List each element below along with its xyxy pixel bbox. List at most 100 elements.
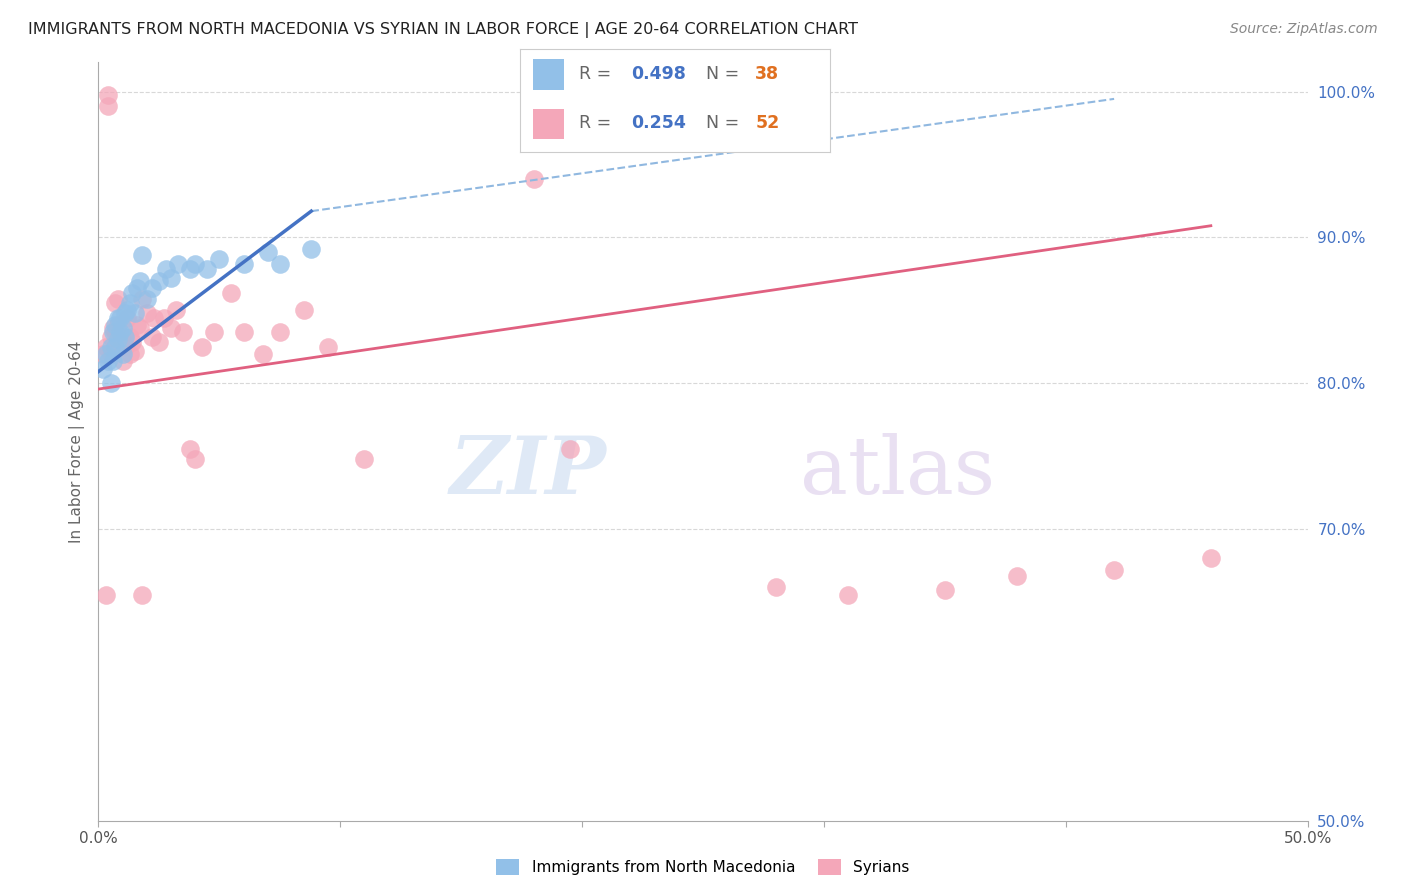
Point [1199,551,1222,566]
Point [1102,563,1125,577]
Point [128,320,150,334]
Text: N =: N = [706,114,745,132]
Point [208,252,231,267]
Point [148,335,170,350]
Point [101,354,124,368]
Point [91,361,114,376]
Point [131,248,153,262]
Point [135,306,157,320]
Point [558,442,581,456]
Point [104,296,127,310]
Point [934,583,956,598]
Point [107,292,129,306]
Point [114,329,136,343]
Point [184,257,207,271]
Point [104,318,127,332]
Y-axis label: In Labor Force | Age 20-64: In Labor Force | Age 20-64 [69,341,84,542]
Point [111,320,134,334]
Text: 38: 38 [755,65,779,83]
Point [107,333,129,347]
Point [94,347,117,361]
Point [221,285,243,300]
Point [135,292,157,306]
Point [97,87,120,102]
Point [252,347,274,361]
Bar [533,109,564,139]
Text: IMMIGRANTS FROM NORTH MACEDONIA VS SYRIAN IN LABOR FORCE | AGE 20-64 CORRELATION: IMMIGRANTS FROM NORTH MACEDONIA VS SYRIA… [28,22,858,38]
Text: R =: R = [579,114,617,132]
Point [148,274,170,288]
Text: 0.498: 0.498 [631,65,686,83]
Text: ZIP: ZIP [450,434,606,510]
Point [292,303,315,318]
Point [299,242,322,256]
Point [141,281,163,295]
Text: R =: R = [579,65,617,83]
Point [167,257,190,271]
Text: 0.254: 0.254 [631,114,686,132]
Point [204,325,226,339]
Point [195,262,218,277]
Point [155,262,177,277]
Point [114,340,136,354]
Point [232,257,254,271]
Point [100,376,122,391]
Point [124,344,146,359]
Point [131,292,153,306]
Point [97,99,120,113]
Point [100,329,122,343]
Point [118,347,141,361]
Bar [533,59,564,90]
Point [121,285,143,300]
Point [165,303,187,318]
Point [100,340,122,354]
Point [837,588,859,602]
Point [152,310,174,325]
Point [114,306,136,320]
Point [107,318,129,332]
Point [124,306,146,320]
Text: 52: 52 [755,114,779,132]
Legend: Immigrants from North Macedonia, Syrians: Immigrants from North Macedonia, Syrians [491,853,915,881]
Point [118,329,141,343]
Point [107,310,129,325]
Point [108,310,131,325]
Point [121,335,143,350]
Point [101,325,124,339]
Point [232,325,254,339]
Point [127,318,149,332]
Point [269,257,291,271]
Point [117,310,139,325]
Point [160,320,183,334]
Point [101,320,124,334]
Point [104,325,127,339]
Text: Source: ZipAtlas.com: Source: ZipAtlas.com [1230,22,1378,37]
Point [94,588,117,602]
Point [91,347,114,361]
Point [523,172,546,186]
Point [184,452,207,467]
Point [256,244,278,259]
Point [108,325,131,339]
Point [179,442,201,456]
Point [117,303,139,318]
Point [353,452,375,467]
Point [118,296,141,310]
Point [128,274,150,288]
Point [172,325,194,339]
Point [160,271,183,285]
Point [316,340,339,354]
Point [111,354,134,368]
Point [104,340,127,354]
Point [127,281,149,295]
Point [191,340,214,354]
Point [97,354,120,368]
Point [765,580,787,594]
Point [179,262,201,277]
Point [131,588,153,602]
Point [108,329,131,343]
Point [111,347,134,361]
Point [1007,568,1029,582]
Point [141,329,163,343]
Text: atlas: atlas [800,433,995,511]
